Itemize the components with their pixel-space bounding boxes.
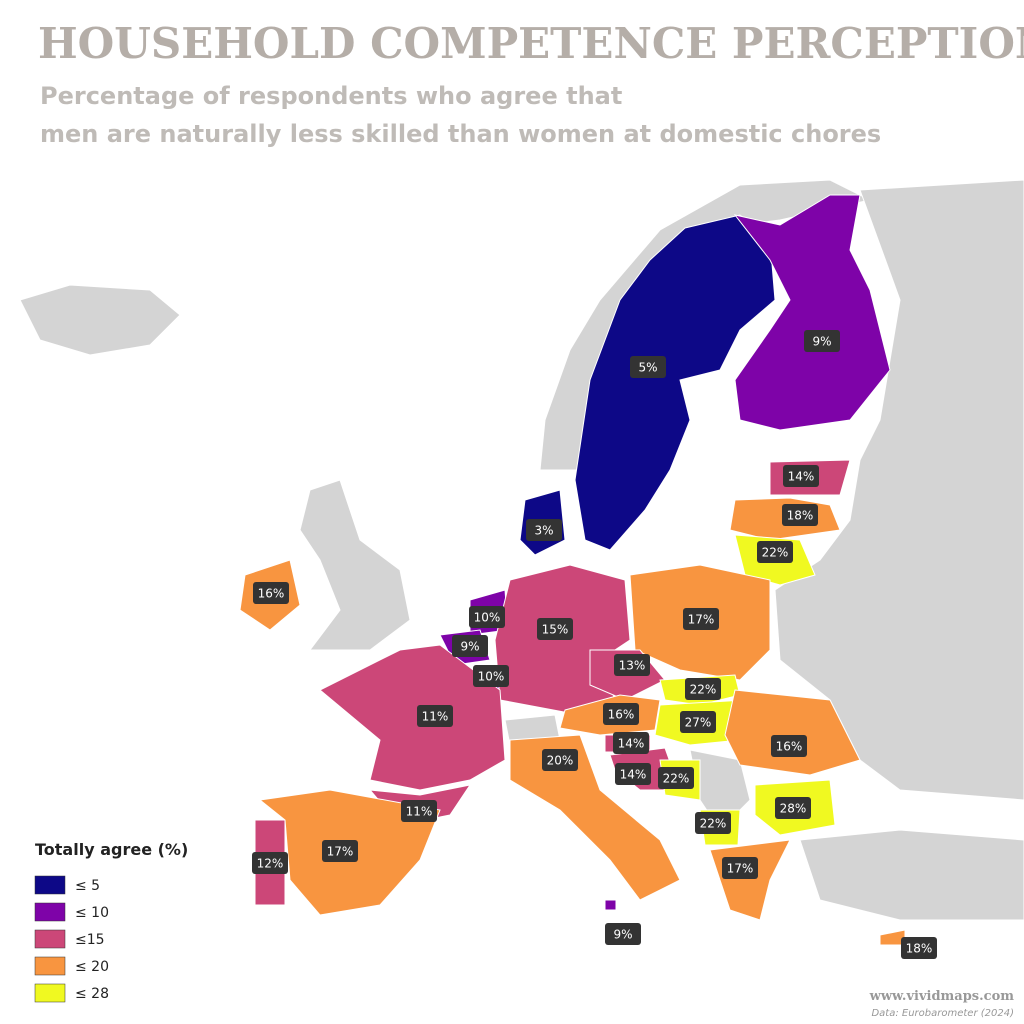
legend-label: ≤ 28 — [75, 986, 109, 1002]
value-label: 14% — [788, 470, 815, 484]
value-label: 17% — [727, 862, 754, 876]
country — [574, 214, 776, 551]
label-box — [680, 711, 716, 733]
source: Data: Eurobarometer (2024) — [871, 1008, 1014, 1019]
label-box — [613, 732, 649, 754]
label-box — [804, 330, 840, 352]
value-label: 16% — [258, 587, 285, 601]
value-label: 22% — [762, 546, 789, 560]
label-box — [685, 678, 721, 700]
subtitle: men are naturally less skilled than wome… — [40, 120, 881, 148]
label-box — [605, 923, 641, 945]
background-land — [19, 179, 1024, 921]
value-label: 5% — [638, 361, 657, 375]
label-box — [614, 654, 650, 676]
value-label: 3% — [534, 524, 553, 538]
label-box — [771, 735, 807, 757]
value-label: 22% — [690, 683, 717, 697]
value-label: 11% — [406, 805, 433, 819]
label-box — [783, 465, 819, 487]
legend-title: Totally agree (%) — [35, 840, 188, 859]
value-label: 9% — [460, 640, 479, 654]
legend-label: ≤ 20 — [75, 959, 109, 975]
labels: 5% 9% 14% 18% 22% 3% 16% 10% 9% 10% 15% 17% 13% 22% 16… — [252, 330, 937, 959]
legend-label: ≤ 10 — [75, 905, 109, 921]
legend-swatch — [34, 983, 66, 1003]
regions — [239, 194, 906, 946]
label-box — [683, 608, 719, 630]
value-label: 22% — [663, 772, 690, 786]
value-label: 17% — [688, 613, 715, 627]
value-label: 22% — [700, 817, 727, 831]
title: HOUSEHOLD COMPETENCE PERCEPTIONS — [38, 19, 1024, 68]
label-box — [526, 519, 562, 541]
label-box — [782, 504, 818, 526]
label-box — [603, 703, 639, 725]
label-box — [469, 606, 505, 628]
value-label: 9% — [613, 928, 632, 942]
label-box — [252, 852, 288, 874]
label-box — [452, 635, 488, 657]
label-box — [630, 356, 666, 378]
value-label: 16% — [776, 740, 803, 754]
label-box — [417, 705, 453, 727]
country — [509, 734, 681, 901]
value-label: 18% — [787, 509, 814, 523]
value-label: 11% — [422, 710, 449, 724]
label-box — [542, 749, 578, 771]
label-box — [775, 797, 811, 819]
legend-swatch — [34, 902, 66, 922]
value-label: 17% — [327, 845, 354, 859]
value-label: 14% — [618, 737, 645, 751]
site: www.vividmaps.com — [869, 989, 1015, 1004]
value-label: 28% — [780, 802, 807, 816]
label-box — [253, 582, 289, 604]
country — [733, 194, 891, 431]
value-label: 10% — [478, 670, 505, 684]
uk — [299, 479, 411, 651]
label-box — [473, 665, 509, 687]
legend-swatch — [34, 875, 66, 895]
label-box — [722, 857, 758, 879]
country — [319, 644, 506, 791]
label-box — [901, 937, 937, 959]
legend-label: ≤15 — [75, 932, 105, 948]
legend-swatch — [34, 956, 66, 976]
value-label: 9% — [812, 335, 831, 349]
label-box — [757, 541, 793, 563]
label-box — [401, 800, 437, 822]
country — [604, 899, 617, 911]
label-box — [322, 840, 358, 862]
label-box — [695, 812, 731, 834]
legend-label: ≤ 5 — [75, 878, 100, 894]
label-box — [537, 618, 573, 640]
value-label: 10% — [474, 611, 501, 625]
value-label: 13% — [619, 659, 646, 673]
value-label: 27% — [685, 716, 712, 730]
label-box — [615, 763, 651, 785]
value-label: 15% — [542, 623, 569, 637]
country — [709, 839, 791, 921]
subtitle: Percentage of respondents who agree that — [40, 82, 622, 110]
value-label: 18% — [906, 942, 933, 956]
value-label: 14% — [620, 768, 647, 782]
turkey — [799, 829, 1024, 921]
label-box — [658, 767, 694, 789]
country — [724, 689, 861, 776]
legend-swatch — [34, 929, 66, 949]
value-label: 16% — [608, 708, 635, 722]
value-label: 12% — [257, 857, 284, 871]
russia — [774, 179, 1024, 801]
legend: ≤ 5 ≤ 10 ≤15 ≤ 20 ≤ 28 — [34, 875, 109, 1003]
iceland — [19, 284, 181, 356]
value-label: 20% — [547, 754, 574, 768]
